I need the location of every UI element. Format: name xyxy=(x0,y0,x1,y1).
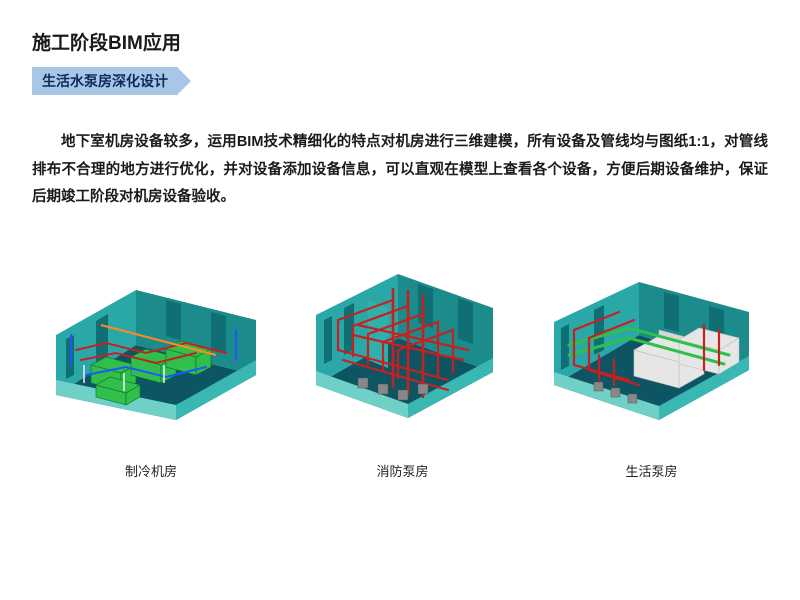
body-paragraph: 地下室机房设备较多，运用BIM技术精细化的特点对机房进行三维建模，所有设备及管线… xyxy=(32,129,768,212)
figure-1: 制冷机房 xyxy=(36,265,266,480)
figure-row: 制冷机房 xyxy=(32,260,768,480)
figure-3: 生活泵房 xyxy=(539,270,764,480)
subtitle-arrow-icon xyxy=(178,68,191,94)
figure-2: 消防泵房 xyxy=(298,260,508,480)
subtitle-text: 生活水泵房深化设计 xyxy=(32,67,178,95)
room-3d-firepump xyxy=(298,260,508,425)
subtitle-banner: 生活水泵房深化设计 xyxy=(32,67,191,95)
figure-3-caption: 生活泵房 xyxy=(625,461,677,480)
figure-2-caption: 消防泵房 xyxy=(376,461,428,480)
figure-1-caption: 制冷机房 xyxy=(125,461,177,480)
room-3d-refrigeration xyxy=(36,265,266,425)
room-3d-domesticpump xyxy=(539,270,764,425)
page-title: 施工阶段BIM应用 xyxy=(32,28,768,55)
